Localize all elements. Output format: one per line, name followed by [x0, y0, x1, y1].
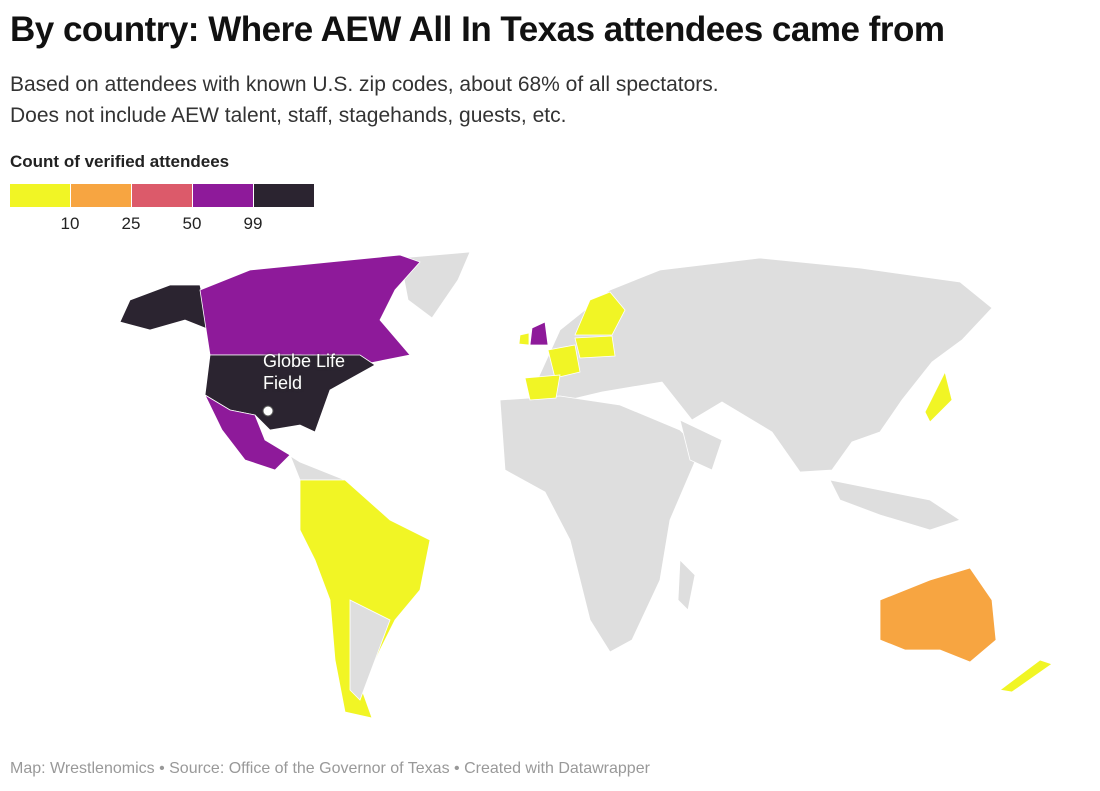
legend-swatch [132, 184, 192, 207]
country [499, 395, 701, 653]
legend-swatch [10, 184, 70, 207]
subtitle: Does not include AEW talent, staff, stag… [10, 104, 567, 127]
country [574, 335, 616, 359]
legend-tick-label: 10 [61, 214, 80, 233]
country [518, 332, 530, 346]
country [529, 321, 549, 346]
subtitle: Based on attendees with known U.S. zip c… [10, 73, 719, 96]
location-marker [262, 405, 274, 417]
country [679, 419, 723, 471]
country [829, 479, 961, 531]
country [879, 567, 997, 663]
annotation: Globe Life Field [263, 351, 346, 393]
legend-tick-label: 99 [244, 214, 263, 233]
title: By country: Where AEW All In Texas atten… [10, 10, 945, 49]
country [547, 344, 581, 379]
country [199, 254, 421, 366]
country [574, 291, 626, 336]
footer: Map: Wrestlenomics • Source: Office of t… [10, 760, 650, 777]
country [677, 559, 696, 611]
country [399, 251, 471, 319]
country [119, 284, 211, 331]
legend-swatch [254, 184, 314, 207]
legend-swatch [71, 184, 131, 207]
country [999, 659, 1053, 693]
legend-title: Count of verified attendees [10, 152, 230, 171]
legend: 10 25 50 99 [10, 184, 314, 233]
country [529, 257, 993, 473]
country [524, 374, 561, 401]
legend-tick-label: 50 [183, 214, 202, 233]
country [924, 370, 953, 423]
country [349, 599, 391, 701]
legend-tick-label: 25 [122, 214, 141, 233]
legend-swatch [193, 184, 253, 207]
country [204, 393, 291, 471]
